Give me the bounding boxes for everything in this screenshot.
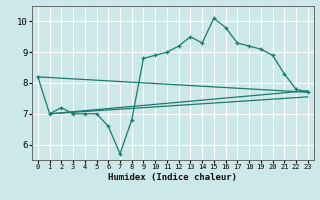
X-axis label: Humidex (Indice chaleur): Humidex (Indice chaleur) (108, 173, 237, 182)
